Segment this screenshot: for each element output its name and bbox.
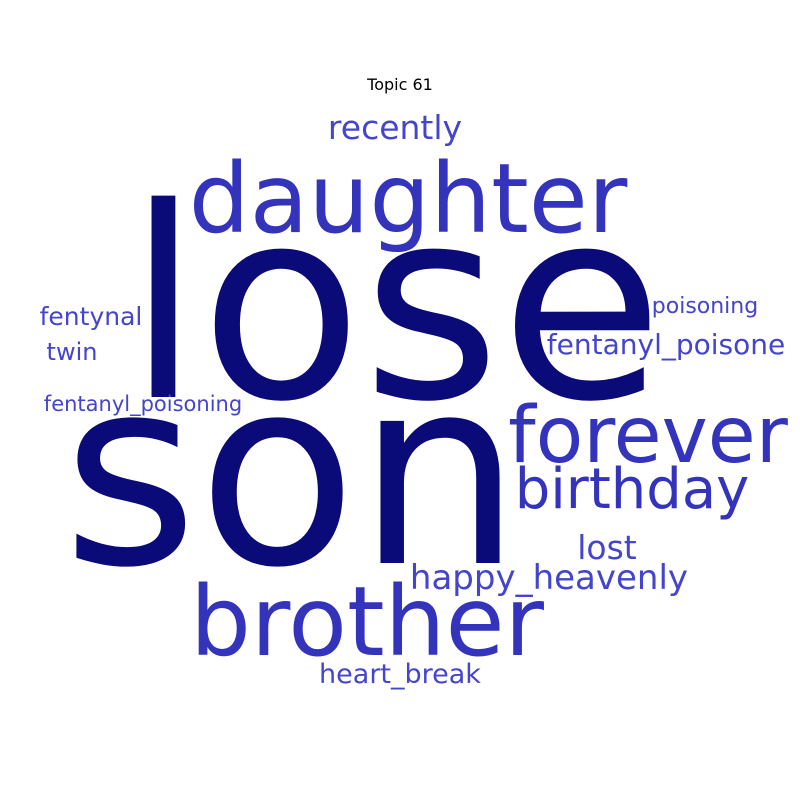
word-happy-heavenly: happy_heavenly [410,558,688,598]
word-lose: lose [127,152,664,460]
word-daughter: daughter [189,143,628,255]
word-poisoning: poisoning [652,294,758,319]
word-heart-break: heart_break [319,659,481,690]
word-forever: forever [508,391,789,481]
word-fentynal: fentynal [40,302,143,331]
word-brother: brother [190,566,545,678]
word-lost: lost [577,528,637,567]
word-fentanyl-poisoning: fentanyl_poisoning [44,392,242,417]
word-twin: twin [47,338,98,366]
figure-title: Topic 61 [367,75,433,94]
word-fentanyl-poisone: fentanyl_poisone [547,328,785,361]
word-recently: recently [328,108,462,147]
word-son: son [62,323,521,625]
word-birthday: birthday [515,457,750,522]
